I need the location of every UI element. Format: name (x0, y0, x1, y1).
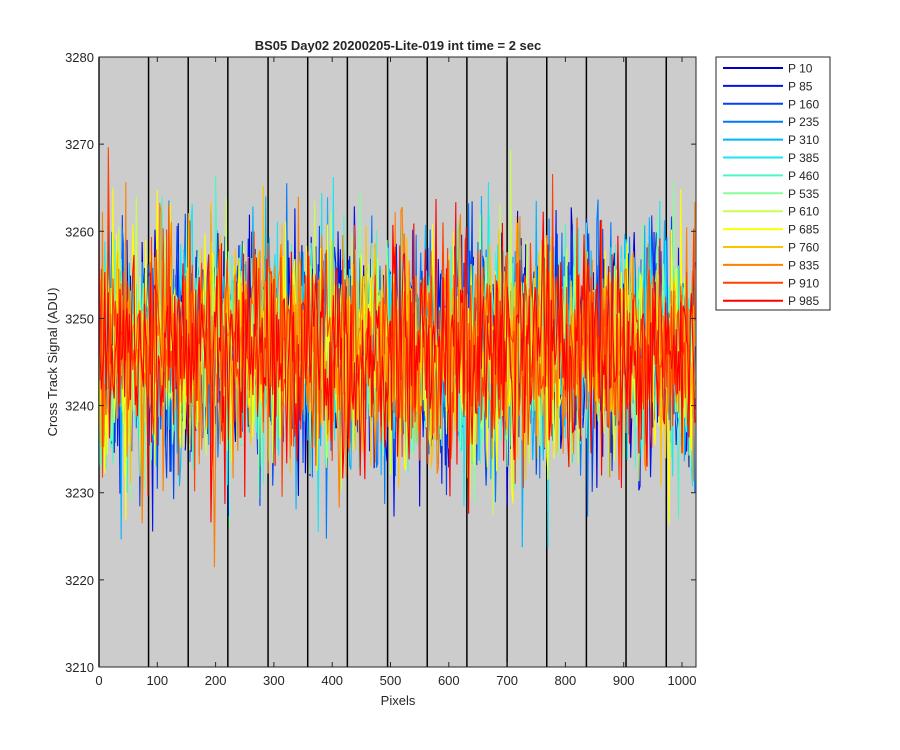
legend-label-p-535: P 535 (788, 187, 819, 201)
legend-label-p-760: P 760 (788, 241, 819, 255)
x-axis-label: Pixels (381, 693, 416, 708)
x-tick-label-500: 500 (380, 673, 402, 688)
y-tick-label-3280: 3280 (65, 50, 94, 65)
x-tick-label-700: 700 (496, 673, 518, 688)
series-lines (98, 147, 696, 568)
y-tick-label-3250: 3250 (65, 311, 94, 326)
y-axis-label: Cross Track Signal (ADU) (45, 288, 60, 437)
y-tick-label-3210: 3210 (65, 660, 94, 675)
legend-label-p-910: P 910 (788, 276, 819, 290)
legend: P 10 P 85 P 160 P 235 P 310 P 385 P 460 P 535 P … (715, 56, 831, 311)
y-tick-label-3270: 3270 (65, 137, 94, 152)
legend-label-p-835: P 835 (788, 258, 819, 272)
y-tick-label-3240: 3240 (65, 399, 94, 414)
legend-label-p-460: P 460 (788, 169, 819, 183)
x-tick-label-600: 600 (438, 673, 460, 688)
x-tick-label-200: 200 (205, 673, 227, 688)
y-tick-label-3220: 3220 (65, 573, 94, 588)
y-tick-label-3230: 3230 (65, 486, 94, 501)
legend-label-p-985: P 985 (788, 294, 819, 308)
x-tick-label-900: 900 (613, 673, 635, 688)
legend-label-p-310: P 310 (788, 133, 819, 147)
x-tick-label-300: 300 (263, 673, 285, 688)
series-line-p-985 (98, 199, 696, 523)
y-tick-label-3260: 3260 (65, 224, 94, 239)
legend-box (715, 56, 831, 311)
legend-label-p-235: P 235 (788, 115, 819, 129)
legend-label-p-385: P 385 (788, 151, 819, 165)
chart-title: BS05 Day02 20200205-Lite-019 int time = … (255, 38, 542, 53)
legend-label-p-85: P 85 (788, 79, 813, 93)
y-axis: 3210 3220 3230 3240 3250 3260 3270 3280 (65, 50, 696, 675)
legend-label-p-685: P 685 (788, 223, 819, 237)
x-tick-label-400: 400 (321, 673, 343, 688)
legend-label-p-610: P 610 (788, 205, 819, 219)
x-tick-label-0: 0 (95, 673, 102, 688)
x-axis: 0 100 200 300 400 500 600 700 800 900 1000 (95, 57, 696, 688)
x-tick-label-100: 100 (146, 673, 168, 688)
x-tick-label-800: 800 (555, 673, 577, 688)
legend-label-p-10: P 10 (788, 62, 813, 76)
x-tick-label-1000: 1000 (668, 673, 697, 688)
legend-label-p-160: P 160 (788, 97, 819, 111)
plot-frame (98, 56, 697, 668)
